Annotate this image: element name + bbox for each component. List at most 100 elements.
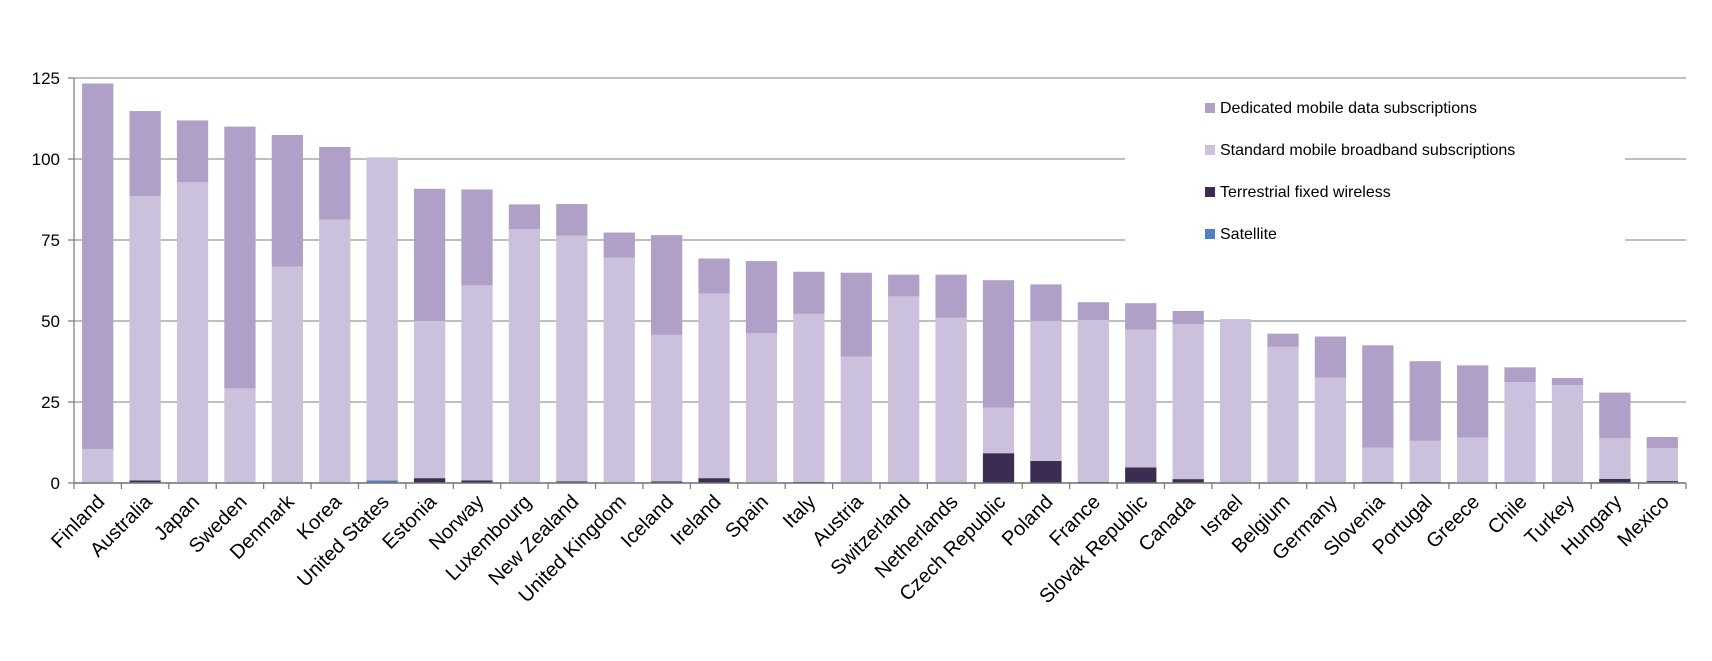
bar-segment-dedicated-mobile-data-subscriptions — [413, 188, 446, 321]
bar-segment-standard-mobile-broadband-subscriptions — [935, 317, 967, 483]
bar-segment-dedicated-mobile-data-subscriptions — [888, 274, 920, 297]
bar-segment-standard-mobile-broadband-subscriptions — [129, 196, 161, 481]
bar-segment-standard-mobile-broadband-subscriptions — [224, 388, 256, 483]
bar-segment-standard-mobile-broadband-subscriptions — [1409, 440, 1441, 483]
bar-segment-dedicated-mobile-data-subscriptions — [840, 272, 872, 357]
bar-segment-standard-mobile-broadband-subscriptions — [1551, 385, 1584, 483]
bar-segment-dedicated-mobile-data-subscriptions — [1457, 365, 1489, 438]
y-tick-label: 50 — [41, 312, 60, 331]
legend-label-terrestrial-fixed-wireless: Terrestrial fixed wireless — [1220, 184, 1391, 201]
bar-segment-terrestrial-fixed-wireless — [982, 453, 1015, 483]
legend-label-standard-mobile-broadband-subscriptions: Standard mobile broadband subscriptions — [1220, 142, 1515, 159]
x-category-label: Spain — [721, 491, 773, 543]
bar-segment-dedicated-mobile-data-subscriptions — [176, 120, 209, 183]
legend: Dedicated mobile data subscriptions Stand… — [1125, 88, 1625, 258]
y-tick-label: 100 — [32, 150, 60, 169]
bar-segment-standard-mobile-broadband-subscriptions — [556, 235, 588, 482]
bars — [82, 83, 1678, 484]
legend-swatch-satellite — [1205, 229, 1215, 239]
bar-segment-standard-mobile-broadband-subscriptions — [1219, 319, 1252, 483]
bar-segment-dedicated-mobile-data-subscriptions — [319, 147, 351, 220]
legend-label-satellite: Satellite — [1220, 226, 1277, 243]
bar-segment-standard-mobile-broadband-subscriptions — [793, 313, 825, 483]
bar-segment-terrestrial-fixed-wireless — [1646, 481, 1678, 483]
bar-segment-dedicated-mobile-data-subscriptions — [1409, 361, 1441, 441]
bar-segment-dedicated-mobile-data-subscriptions — [1030, 284, 1062, 321]
bar-segment-standard-mobile-broadband-subscriptions — [1314, 377, 1347, 483]
bar-segment-dedicated-mobile-data-subscriptions — [1504, 367, 1536, 383]
bar-segment-standard-mobile-broadband-subscriptions — [698, 293, 730, 479]
bar-segment-standard-mobile-broadband-subscriptions — [508, 228, 541, 483]
bar-segment-standard-mobile-broadband-subscriptions — [1030, 320, 1062, 461]
bar-segment-dedicated-mobile-data-subscriptions — [603, 232, 635, 258]
category-labels: FinlandAustraliaJapanSwedenDenmarkKoreaU… — [47, 490, 1674, 608]
bar-segment-dedicated-mobile-data-subscriptions — [82, 83, 114, 449]
bar-segment-standard-mobile-broadband-subscriptions — [271, 266, 303, 483]
bar-segment-satellite — [366, 480, 398, 483]
bar-segment-dedicated-mobile-data-subscriptions — [745, 261, 778, 334]
bar-segment-dedicated-mobile-data-subscriptions — [793, 271, 825, 314]
bar-segment-dedicated-mobile-data-subscriptions — [271, 135, 303, 267]
bar-segment-dedicated-mobile-data-subscriptions — [1551, 378, 1584, 386]
legend-swatch-dedicated-mobile-data-subscriptions — [1205, 103, 1215, 113]
y-tick-label: 75 — [41, 231, 60, 250]
bar-segment-dedicated-mobile-data-subscriptions — [651, 235, 683, 335]
bar-segment-terrestrial-fixed-wireless — [129, 480, 161, 483]
bar-segment-dedicated-mobile-data-subscriptions — [508, 204, 541, 229]
bar-segment-terrestrial-fixed-wireless — [1125, 467, 1157, 483]
bar-segment-standard-mobile-broadband-subscriptions — [1125, 329, 1157, 468]
bar-segment-standard-mobile-broadband-subscriptions — [1599, 438, 1631, 479]
x-category-label: Italy — [779, 491, 820, 532]
bar-segment-dedicated-mobile-data-subscriptions — [461, 189, 493, 286]
bar-segment-standard-mobile-broadband-subscriptions — [840, 356, 872, 483]
bar-segment-dedicated-mobile-data-subscriptions — [1267, 333, 1299, 347]
bar-segment-standard-mobile-broadband-subscriptions — [603, 257, 635, 483]
bar-segment-standard-mobile-broadband-subscriptions — [651, 334, 683, 482]
bar-segment-terrestrial-fixed-wireless — [556, 481, 588, 483]
bar-segment-dedicated-mobile-data-subscriptions — [1172, 310, 1204, 325]
bar-segment-standard-mobile-broadband-subscriptions — [1362, 447, 1394, 483]
bar-segment-terrestrial-fixed-wireless — [461, 480, 493, 483]
bar-segment-standard-mobile-broadband-subscriptions — [413, 321, 446, 479]
bar-segment-standard-mobile-broadband-subscriptions — [176, 182, 209, 483]
bar-segment-terrestrial-fixed-wireless — [1172, 479, 1204, 483]
legend-swatch-standard-mobile-broadband-subscriptions — [1205, 145, 1215, 155]
bar-segment-standard-mobile-broadband-subscriptions — [1646, 448, 1678, 482]
bar-segment-dedicated-mobile-data-subscriptions — [1646, 436, 1678, 449]
bar-segment-standard-mobile-broadband-subscriptions — [888, 296, 920, 483]
y-tick-label: 25 — [41, 393, 60, 412]
legend-label-dedicated-mobile-data-subscriptions: Dedicated mobile data subscriptions — [1220, 100, 1477, 117]
y-tick-label: 0 — [51, 474, 60, 493]
bar-segment-standard-mobile-broadband-subscriptions — [82, 448, 114, 483]
bar-segment-terrestrial-fixed-wireless — [413, 478, 446, 483]
bar-segment-terrestrial-fixed-wireless — [1030, 460, 1062, 483]
bar-segment-standard-mobile-broadband-subscriptions — [1172, 324, 1204, 480]
bar-segment-dedicated-mobile-data-subscriptions — [1599, 392, 1631, 439]
bar-segment-standard-mobile-broadband-subscriptions — [1504, 382, 1536, 483]
bar-segment-dedicated-mobile-data-subscriptions — [935, 274, 967, 318]
bar-segment-dedicated-mobile-data-subscriptions — [556, 204, 588, 236]
bar-segment-dedicated-mobile-data-subscriptions — [698, 258, 730, 294]
bar-segment-dedicated-mobile-data-subscriptions — [1077, 302, 1109, 321]
bar-segment-dedicated-mobile-data-subscriptions — [1314, 336, 1347, 378]
bar-segment-dedicated-mobile-data-subscriptions — [1362, 345, 1394, 448]
x-category-label: Iceland — [617, 491, 678, 552]
bar-segment-standard-mobile-broadband-subscriptions — [982, 407, 1015, 454]
x-category-label: Ireland — [667, 491, 726, 550]
x-category-label: Poland — [998, 491, 1058, 551]
bar-segment-dedicated-mobile-data-subscriptions — [982, 280, 1015, 408]
legend-swatch-terrestrial-fixed-wireless — [1205, 187, 1215, 197]
bar-segment-standard-mobile-broadband-subscriptions — [1267, 346, 1299, 483]
bar-segment-standard-mobile-broadband-subscriptions — [1457, 437, 1489, 483]
bar-segment-terrestrial-fixed-wireless — [651, 481, 683, 483]
bar-segment-standard-mobile-broadband-subscriptions — [745, 333, 778, 483]
x-category-label: Mexico — [1613, 491, 1673, 551]
bar-segment-standard-mobile-broadband-subscriptions — [461, 285, 493, 481]
axes: 0 25 50 75 100 125 — [32, 69, 1687, 493]
bar-segment-standard-mobile-broadband-subscriptions — [366, 157, 398, 481]
bar-segment-terrestrial-fixed-wireless — [698, 478, 730, 483]
bar-segment-dedicated-mobile-data-subscriptions — [129, 111, 161, 197]
bar-segment-dedicated-mobile-data-subscriptions — [1125, 303, 1157, 330]
